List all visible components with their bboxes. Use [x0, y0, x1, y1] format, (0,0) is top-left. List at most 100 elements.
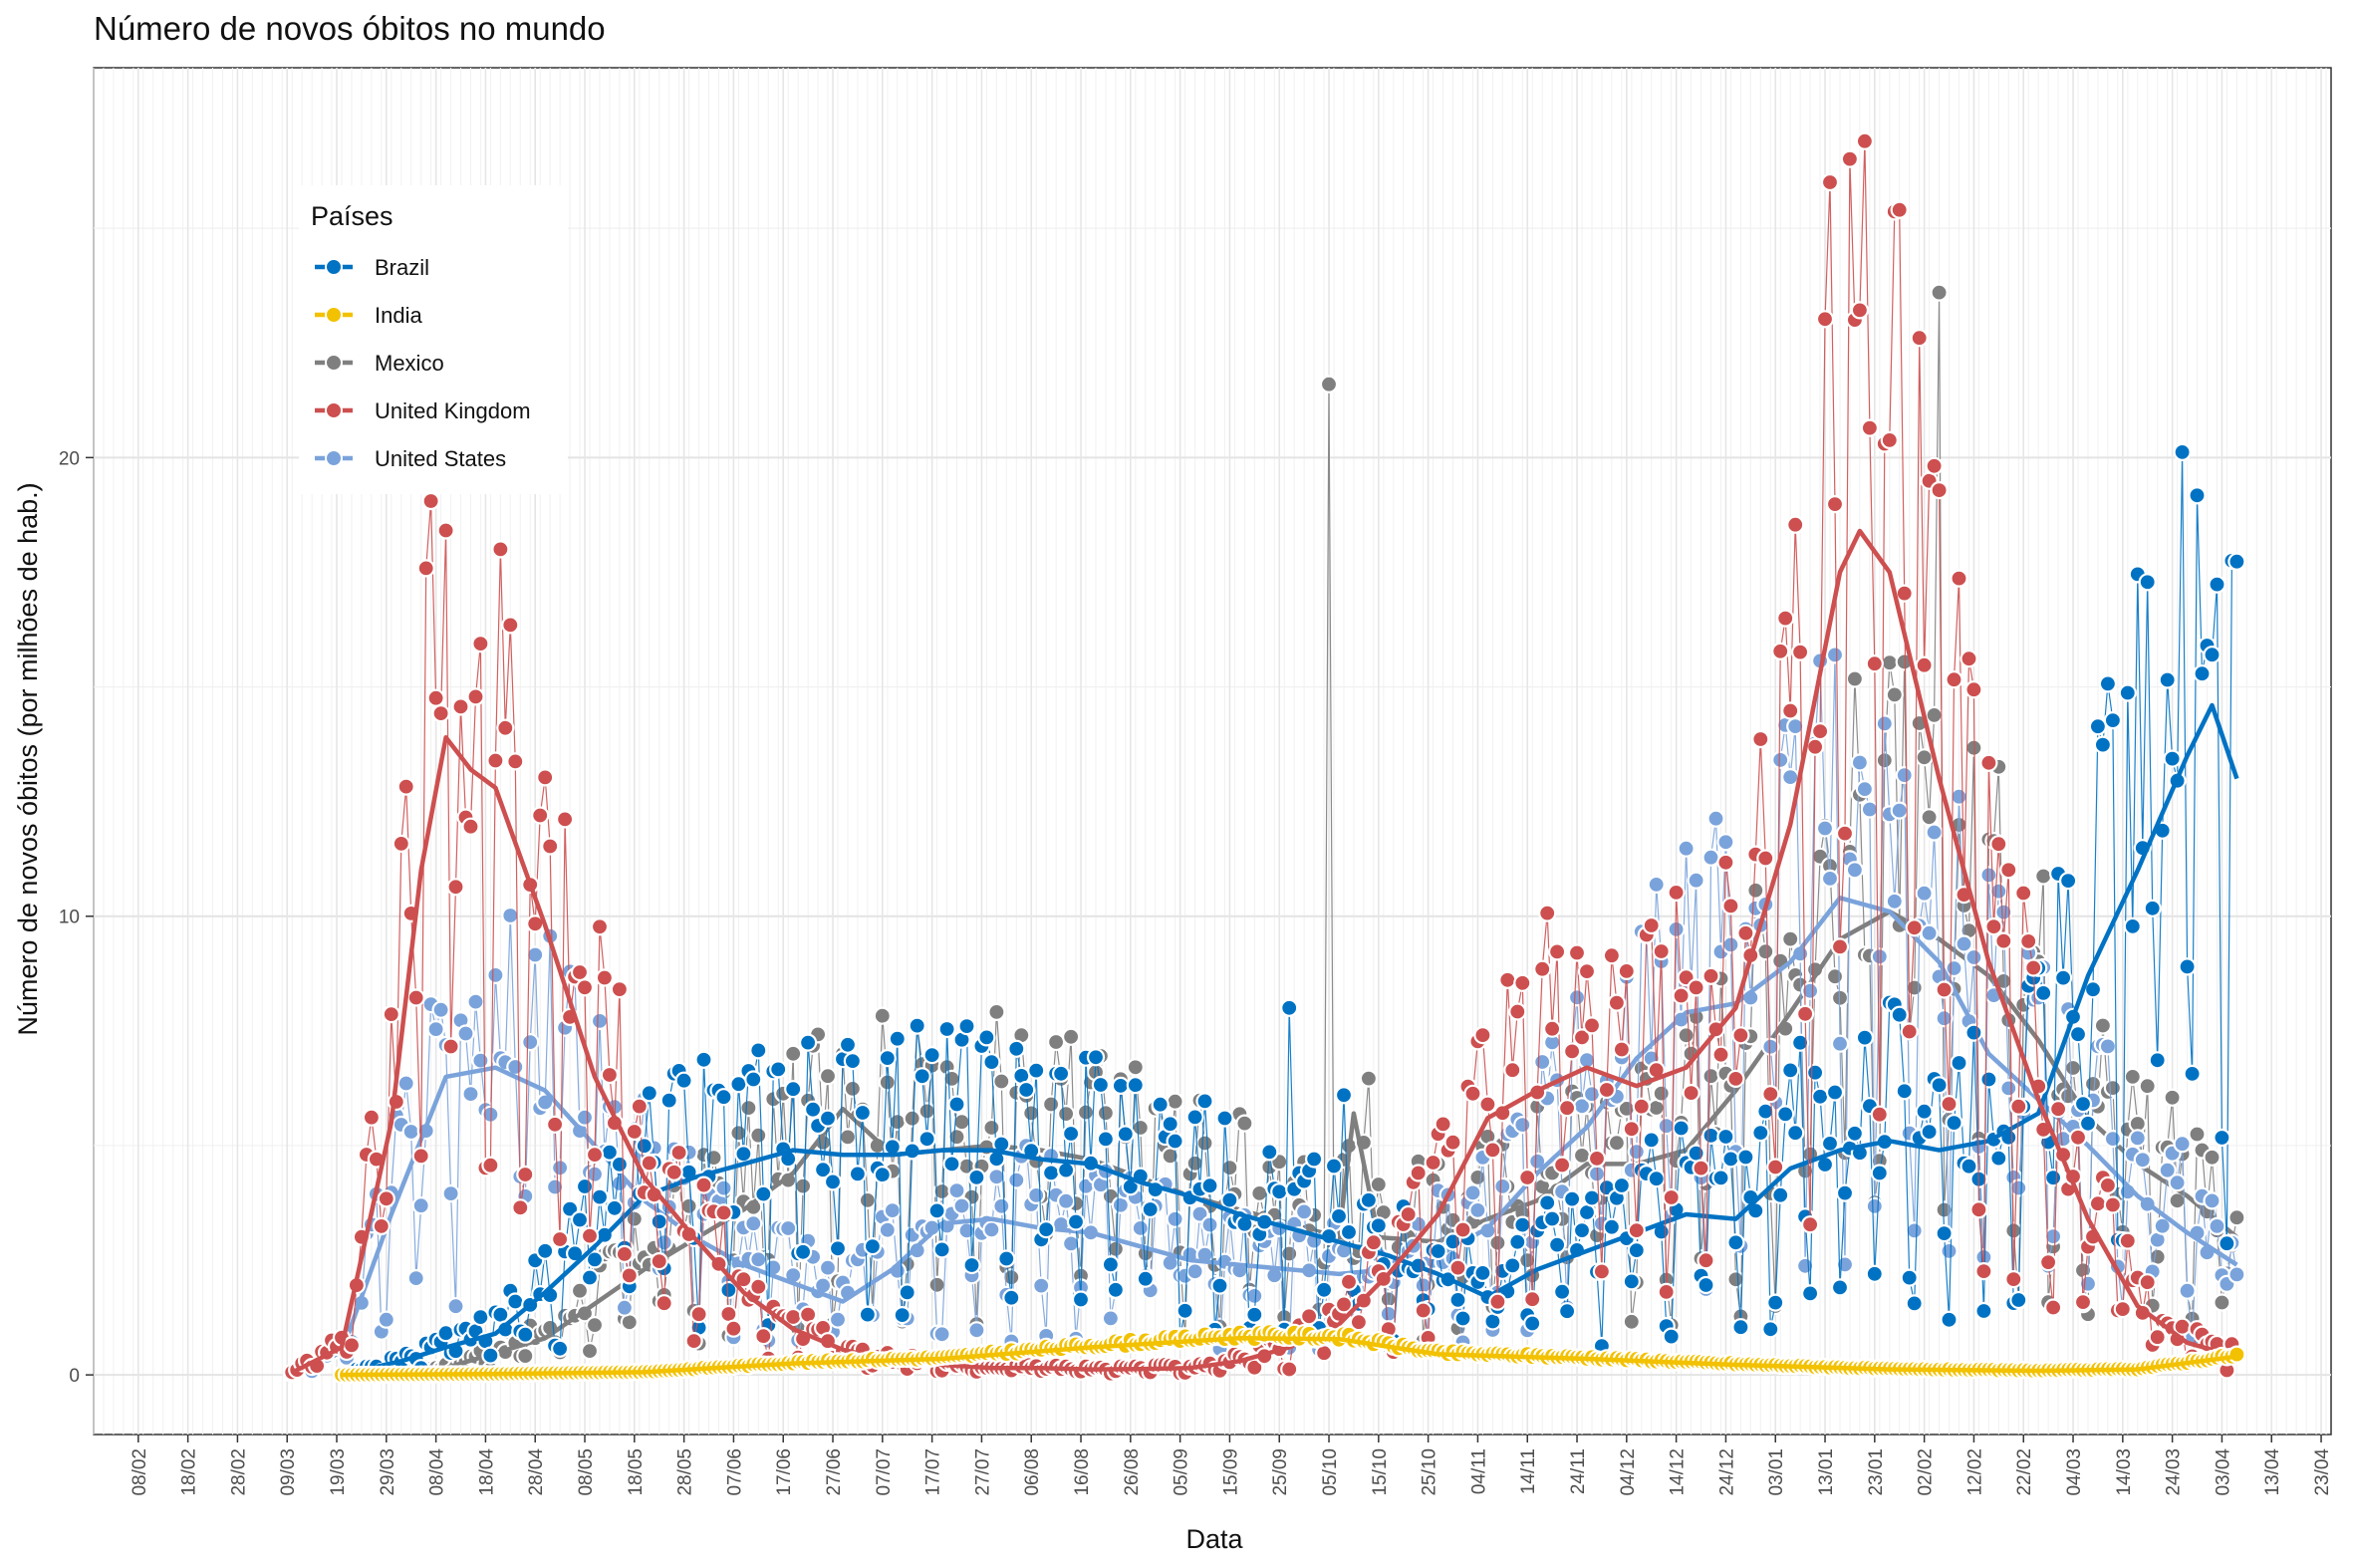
- data-point: [659, 1091, 678, 1110]
- data-point: [942, 1155, 961, 1174]
- data-point: [1339, 1222, 1359, 1242]
- data-point: [1989, 835, 2008, 854]
- data-point: [1800, 1284, 1820, 1303]
- data-point: [1790, 1033, 1810, 1052]
- data-point: [1314, 1280, 1334, 1299]
- moving-average-line: [341, 702, 2239, 1377]
- data-point: [1766, 1158, 1785, 1176]
- data-point: [2158, 1161, 2177, 1179]
- data-point: [2203, 1191, 2222, 1210]
- data-point: [1677, 839, 1696, 858]
- data-point: [1046, 1032, 1066, 1052]
- data-point: [848, 1165, 868, 1183]
- data-point: [1071, 1290, 1091, 1309]
- x-tick-label: 03/01: [1766, 1448, 1787, 1496]
- data-point: [650, 1251, 668, 1271]
- data-point: [1483, 1141, 1502, 1160]
- data-point: [2148, 1328, 2167, 1347]
- data-point: [1915, 884, 1934, 903]
- data-point: [1557, 1302, 1577, 1321]
- data-point: [2034, 983, 2053, 1003]
- data-point: [396, 1074, 415, 1093]
- data-point: [630, 1097, 649, 1116]
- data-point: [2227, 1265, 2246, 1284]
- data-point: [1687, 871, 1705, 890]
- x-tick-label: 24/12: [1716, 1448, 1737, 1496]
- x-tick-label: 29/03: [378, 1448, 398, 1496]
- data-point: [1800, 1215, 1820, 1234]
- x-tick-label: 28/05: [675, 1448, 696, 1496]
- data-point: [1835, 824, 1855, 843]
- data-point: [1220, 1158, 1239, 1177]
- data-point: [1890, 801, 1909, 820]
- data-point: [585, 1315, 605, 1335]
- data-point: [1463, 1183, 1482, 1202]
- data-point: [1697, 1275, 1715, 1295]
- data-point: [2049, 1100, 2068, 1119]
- data-point: [1136, 1269, 1155, 1288]
- data-point: [1364, 1233, 1384, 1252]
- data-point: [858, 1305, 878, 1324]
- data-point: [610, 1155, 630, 1175]
- data-point: [883, 1200, 902, 1220]
- data-point: [466, 687, 485, 706]
- data-point: [481, 1156, 500, 1175]
- data-point: [1334, 1086, 1354, 1105]
- legend-key-point: [325, 449, 343, 467]
- data-point: [2103, 710, 2122, 730]
- data-point: [2118, 1231, 2137, 1250]
- data-point: [625, 1122, 644, 1142]
- data-point: [2068, 1128, 2088, 1147]
- data-point: [1552, 1156, 1572, 1175]
- data-point: [1379, 1304, 1398, 1324]
- data-point: [1865, 1196, 1884, 1216]
- data-point: [1726, 1233, 1745, 1252]
- data-point: [922, 1045, 941, 1065]
- data-point: [1612, 1040, 1632, 1059]
- data-point: [1979, 866, 1998, 885]
- data-point: [1721, 1150, 1740, 1169]
- data-point: [1324, 1157, 1344, 1176]
- x-tick-label: 17/06: [774, 1448, 795, 1496]
- legend-label: Mexico: [375, 351, 444, 376]
- x-tick-label: 13/04: [2262, 1448, 2283, 1496]
- data-point: [1280, 1360, 1299, 1379]
- data-point: [1538, 904, 1557, 922]
- data-point: [1359, 1190, 1379, 1209]
- data-point: [441, 1183, 460, 1203]
- data-point: [1612, 1176, 1632, 1195]
- data-point: [734, 1145, 753, 1164]
- data-point: [749, 1277, 768, 1296]
- x-tick-label: 16/08: [1072, 1448, 1093, 1496]
- data-point: [1091, 1075, 1111, 1095]
- data-point: [1697, 1251, 1715, 1270]
- data-point: [1513, 1215, 1532, 1234]
- data-point: [1215, 1109, 1234, 1128]
- data-point: [1706, 809, 1725, 828]
- data-point: [431, 1000, 450, 1019]
- data-point: [1850, 301, 1870, 320]
- series-layer: [283, 131, 2246, 1385]
- series-mexico: [332, 283, 2246, 1385]
- data-point: [863, 1236, 883, 1256]
- data-point: [481, 1346, 500, 1365]
- data-point: [1820, 869, 1840, 889]
- data-point: [1061, 1027, 1081, 1046]
- data-point: [2178, 1281, 2197, 1300]
- data-point: [967, 1168, 986, 1187]
- data-point: [2078, 1114, 2098, 1133]
- x-tick-label: 17/07: [923, 1448, 944, 1496]
- data-point: [1865, 654, 1884, 673]
- legend-item: Brazil: [315, 255, 429, 280]
- data-point: [570, 962, 590, 982]
- data-point: [1771, 750, 1790, 770]
- data-point: [416, 559, 435, 578]
- x-tick-label: 15/10: [1370, 1448, 1391, 1496]
- data-point: [873, 1166, 892, 1184]
- data-point: [1409, 1164, 1428, 1182]
- data-point: [1865, 1264, 1884, 1283]
- data-point: [1895, 584, 1914, 603]
- data-point: [1950, 569, 1968, 588]
- data-point: [1860, 418, 1880, 437]
- data-point: [2153, 1216, 2172, 1235]
